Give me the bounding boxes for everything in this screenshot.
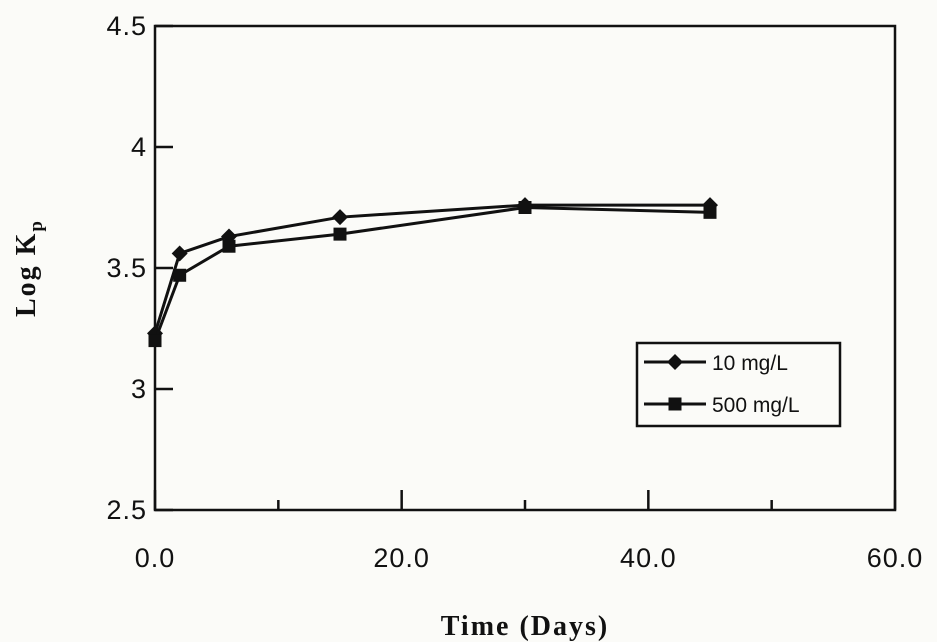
legend-marker [668,397,682,411]
legend-marker [667,354,683,370]
y-axis-title: Log Kp [11,219,47,317]
data-point [703,205,717,219]
data-point [333,227,347,241]
data-point [222,239,236,253]
y-tick-label: 3.5 [106,253,147,283]
y-axis-title-subscript: p [26,219,47,232]
series-line [153,203,710,334]
data-point [518,201,532,214]
data-point [148,334,162,348]
y-axis-ticks: 2.5 3 3.5 4 4.5 [106,11,173,525]
y-tick-label: 4.5 [106,11,147,41]
x-tick-label: 20.0 [373,543,430,573]
x-tick-label: 0.0 [135,543,176,573]
x-tick-label: 40.0 [620,543,677,573]
y-axis-title-main: Log K [11,232,42,317]
y-tick-label: 4 [131,132,147,162]
data-point [332,209,348,226]
series-square [148,201,717,348]
series-layer [147,197,718,348]
plot-area [153,24,897,512]
y-tick-label: 2.5 [106,495,147,525]
legend-label: 500 mg/L [712,394,800,417]
x-axis-title: Time (Days) [441,611,609,642]
plot-frame [153,24,897,512]
x-tick-label: 60.0 [867,543,924,573]
data-point [173,268,187,282]
legend-box [635,341,842,428]
series-line [153,205,711,342]
y-tick-label: 3 [131,374,147,404]
x-axis-ticks: 0.0 20.0 40.0 60.0 [135,490,924,573]
legend: 10 mg/L 500 mg/L [635,341,842,428]
data-point [171,245,188,262]
series-diamond [147,197,718,342]
legend-label: 10 mg/L [712,352,788,375]
